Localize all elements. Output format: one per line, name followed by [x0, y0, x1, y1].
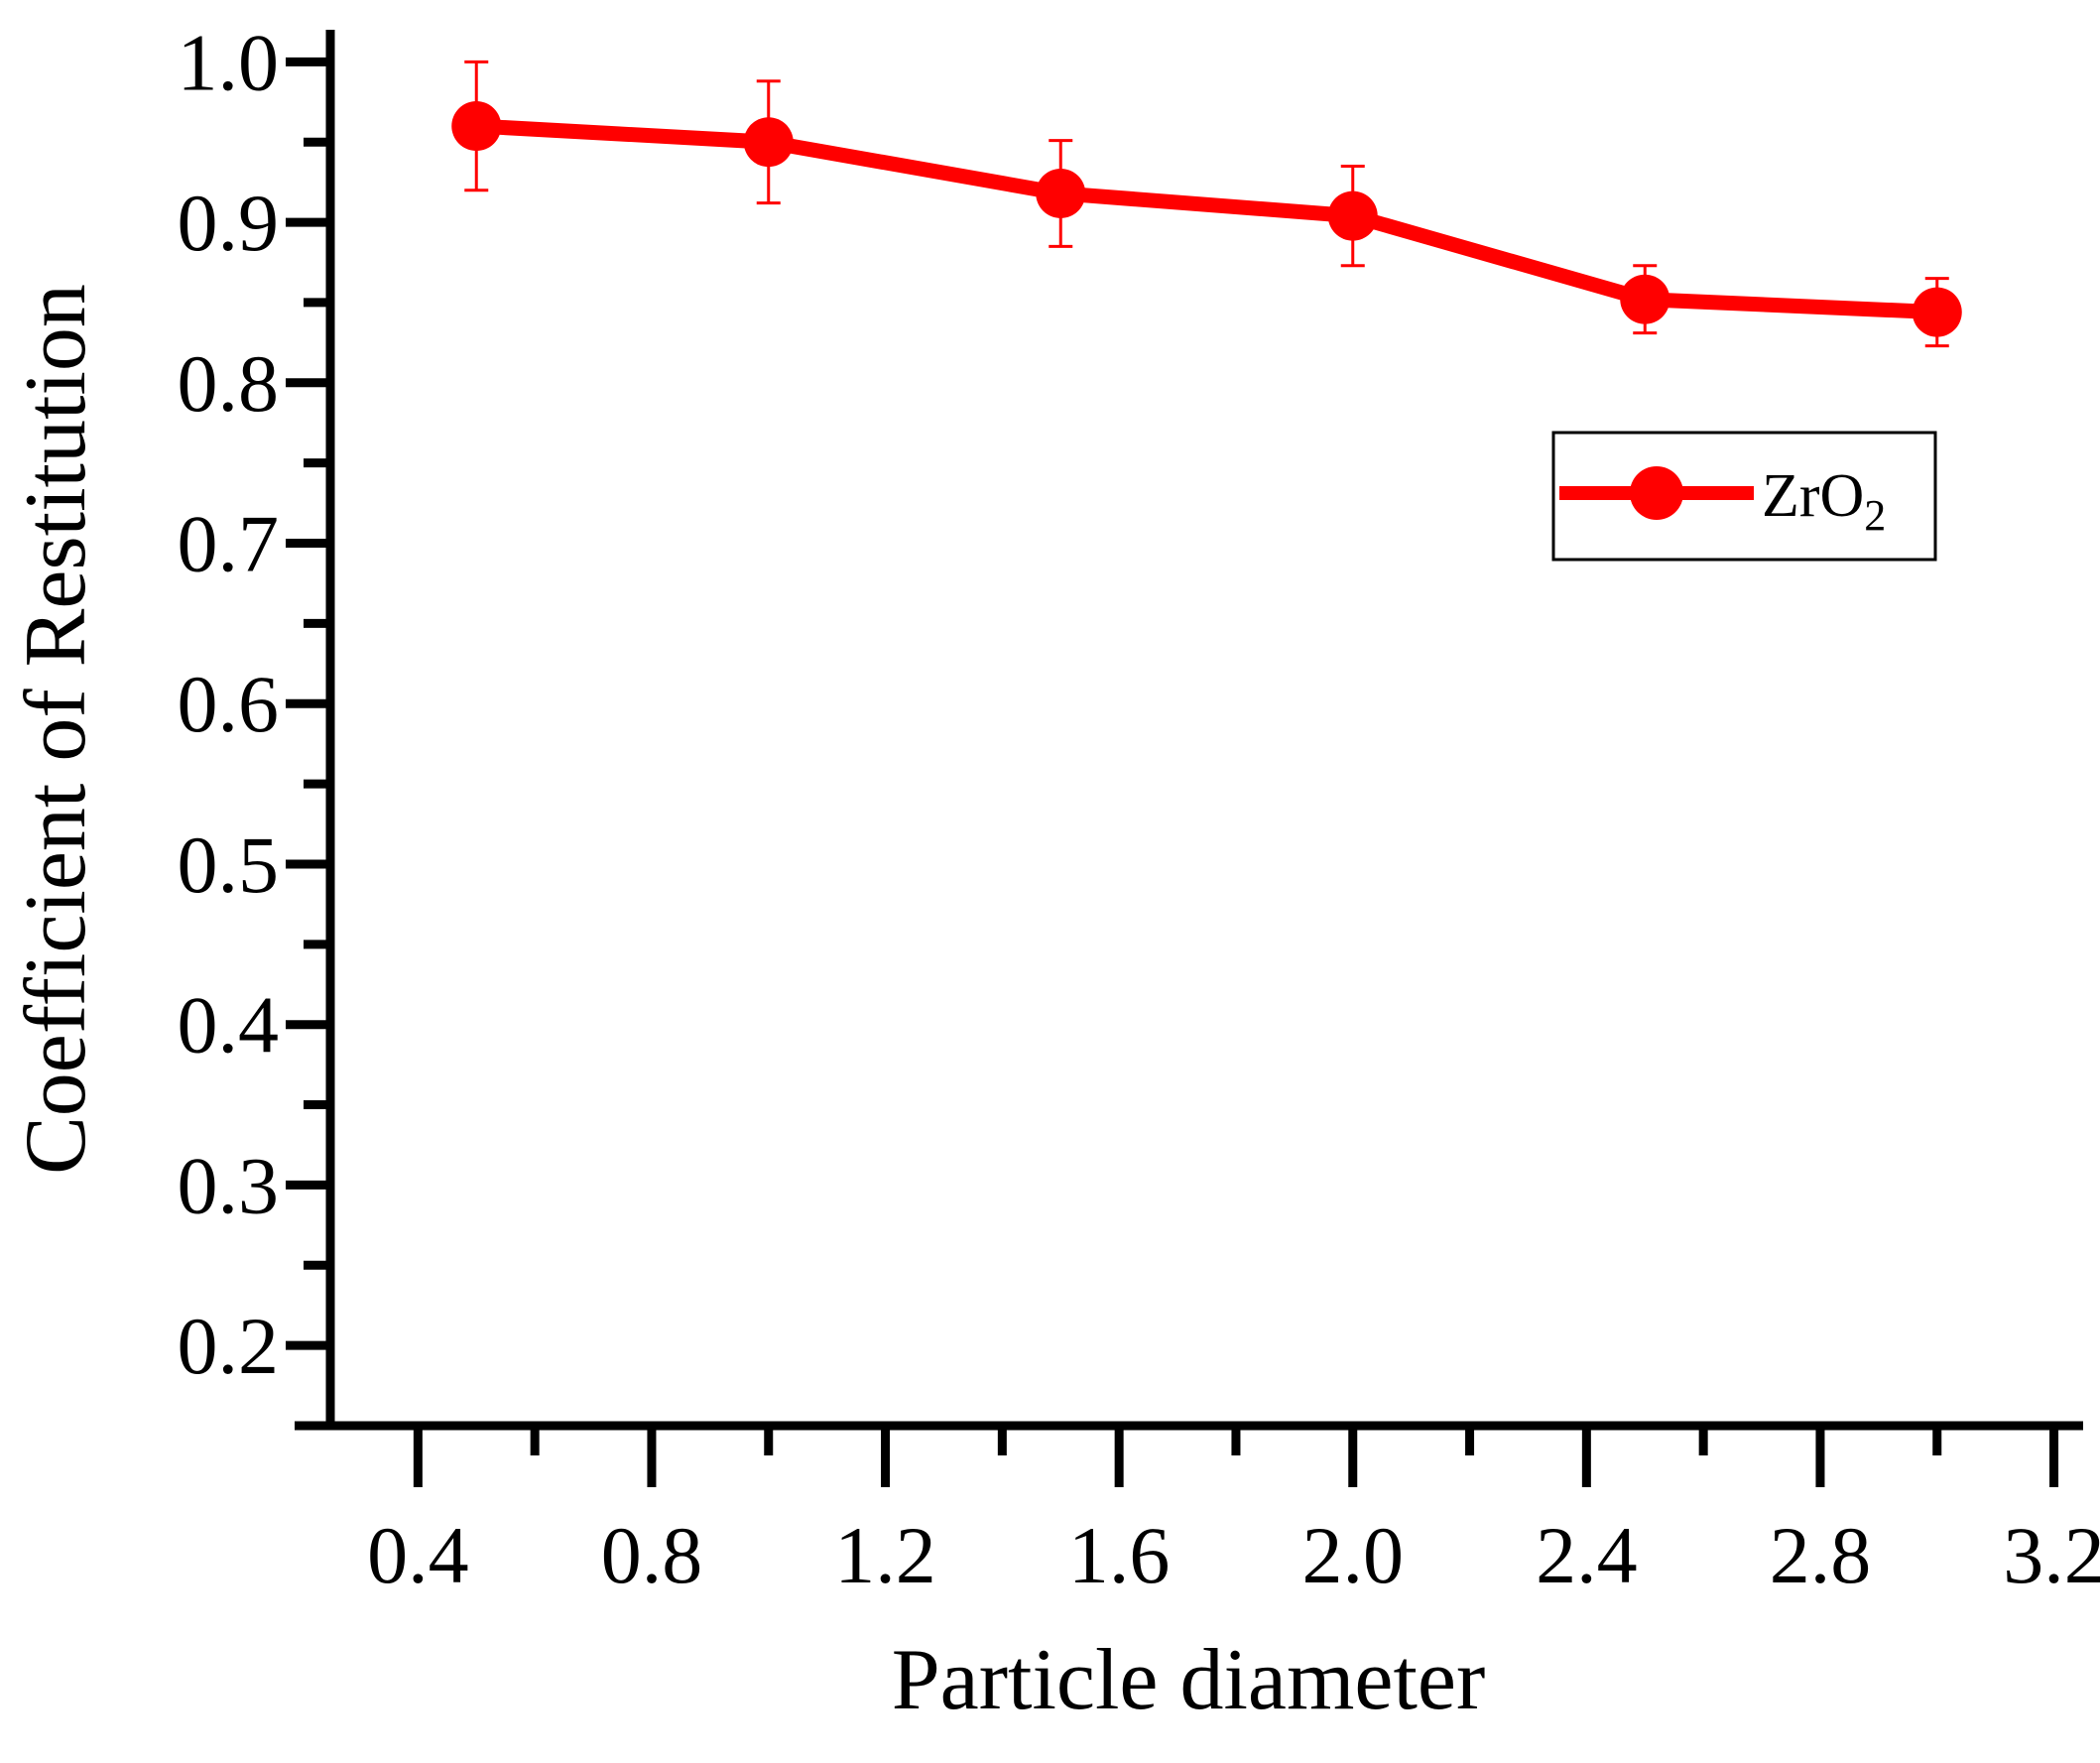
data-point — [1036, 168, 1086, 218]
y-tick-label: 0.3 — [178, 1140, 280, 1230]
y-tick-label: 0.4 — [178, 980, 280, 1070]
x-tick-label: 2.8 — [1770, 1510, 1872, 1600]
x-axis-title: Particle diameter — [892, 1632, 1486, 1728]
x-tick-label: 2.4 — [1536, 1510, 1638, 1600]
data-point — [451, 101, 502, 152]
x-tick-label: 3.2 — [2003, 1510, 2100, 1600]
data-point — [1327, 190, 1378, 241]
legend: ZrO2 — [1551, 431, 1937, 562]
series-line — [475, 118, 1938, 320]
y-tick-label: 0.5 — [178, 819, 280, 910]
y-tick-label: 0.6 — [178, 659, 280, 749]
x-tick-label: 0.4 — [367, 1510, 469, 1600]
x-tick-label: 0.8 — [601, 1510, 703, 1600]
legend-label-subscript: 2 — [1864, 491, 1886, 540]
x-tick-label: 1.2 — [834, 1510, 936, 1600]
data-series — [451, 60, 1962, 348]
legend-label-main: ZrO — [1762, 462, 1864, 530]
data-point — [1912, 287, 1962, 337]
axis-labels: Coefficient of Restitution Particle diam… — [8, 284, 1485, 1728]
y-axis-title: Coefficient of Restitution — [8, 284, 104, 1175]
y-tick-label: 0.8 — [178, 338, 280, 429]
y-tick-label: 0.9 — [178, 178, 280, 268]
legend-label: ZrO2 — [1762, 462, 1886, 540]
x-tick-label: 1.6 — [1068, 1510, 1171, 1600]
axes: 0.2 0.3 0.4 0.5 0.6 0.7 0.8 0.9 1.0 0.4 0.8 1.2 1.6 2… — [178, 17, 2100, 1600]
y-tick-label: 0.7 — [178, 499, 280, 589]
data-point — [1620, 274, 1670, 324]
y-tick-label: 0.2 — [178, 1301, 280, 1391]
legend-marker-swatch — [1630, 466, 1683, 520]
y-tick-label: 1.0 — [178, 17, 280, 107]
data-point — [743, 117, 794, 168]
x-tick-label: 2.0 — [1302, 1510, 1405, 1600]
